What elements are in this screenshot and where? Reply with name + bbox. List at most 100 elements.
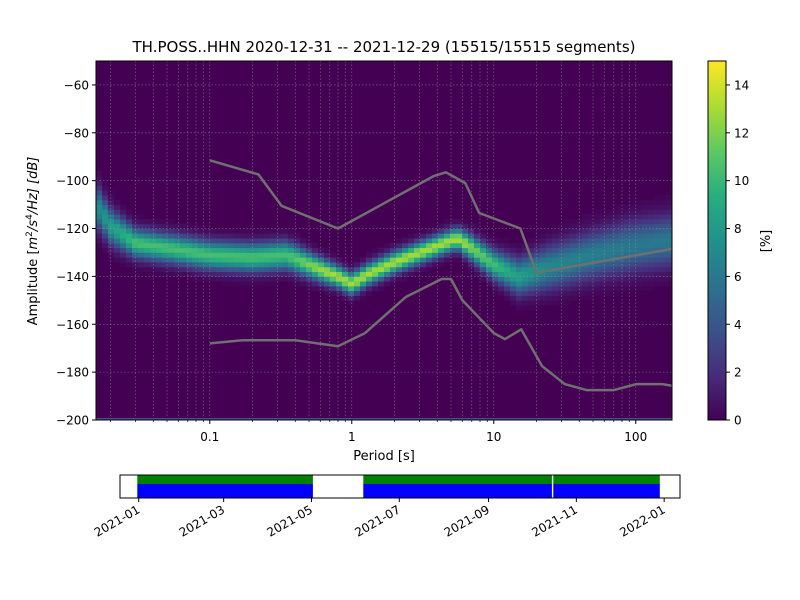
- heatmap-cell: [516, 300, 523, 306]
- heatmap-cell: [540, 285, 547, 292]
- heatmap-cell: [426, 262, 433, 268]
- heatmap-cell: [282, 276, 289, 282]
- heatmap-cell: [306, 242, 313, 249]
- heatmap-cell: [378, 266, 385, 273]
- heatmap-cell: [642, 204, 649, 210]
- heatmap-cell: [552, 271, 559, 277]
- heatmap-cell: [558, 252, 565, 258]
- heatmap-cell: [570, 271, 577, 277]
- heatmap-cell: [654, 276, 661, 282]
- heatmap-cell: [582, 238, 589, 244]
- heatmap-cell: [534, 276, 541, 282]
- heatmap-cell: [192, 242, 199, 249]
- heatmap-cell: [498, 276, 505, 282]
- heatmap-cell: [102, 180, 109, 186]
- heatmap-cell: [336, 290, 343, 296]
- heatmap-cell: [504, 271, 511, 277]
- heatmap-cell: [144, 242, 151, 249]
- heatmap-cell: [486, 266, 493, 273]
- heatmap-cell: [588, 281, 595, 287]
- y-tick-label: −100: [56, 174, 89, 188]
- heatmap-cell: [636, 223, 643, 229]
- heatmap-cell: [480, 252, 487, 258]
- heatmap-cell: [462, 228, 469, 234]
- heatmap-cell: [456, 252, 463, 258]
- heatmap-cell: [510, 300, 517, 306]
- heatmap-cell: [282, 271, 289, 277]
- heatmap-cell: [492, 257, 499, 263]
- heatmap-cell: [312, 276, 319, 282]
- heatmap-cell: [552, 276, 559, 282]
- heatmap-cell: [420, 228, 427, 234]
- heatmap-cell: [258, 271, 265, 277]
- heatmap-cell: [486, 276, 493, 282]
- heatmap-cell: [312, 285, 319, 292]
- heatmap-cell: [522, 266, 529, 273]
- y-label-sup1: 2: [25, 231, 35, 237]
- heatmap-cell: [174, 238, 181, 244]
- heatmap-cell: [516, 290, 523, 296]
- heatmap-cell: [480, 271, 487, 277]
- heatmap-cell: [324, 262, 331, 268]
- heatmap-cell: [348, 300, 355, 306]
- heatmap-cell: [168, 242, 175, 249]
- heatmap-cell: [276, 271, 283, 277]
- heatmap-cell: [174, 228, 181, 234]
- heatmap-cell: [102, 233, 109, 239]
- heatmap-cell: [102, 228, 109, 234]
- heatmap-cell: [252, 247, 259, 253]
- heatmap-cell: [210, 271, 217, 277]
- heatmap-cell: [120, 262, 127, 268]
- heatmap-cell: [552, 238, 559, 244]
- heatmap-cell: [582, 252, 589, 258]
- heatmap-cell: [474, 233, 481, 239]
- heatmap-cell: [522, 300, 529, 306]
- heatmap-cell: [462, 218, 469, 225]
- heatmap-cell: [492, 266, 499, 273]
- heatmap-cell: [624, 285, 631, 292]
- heatmap-cell: [312, 242, 319, 249]
- heatmap-cell: [558, 242, 565, 249]
- heatmap-cell: [618, 276, 625, 282]
- heatmap-cell: [282, 262, 289, 268]
- heatmap-cell: [504, 252, 511, 258]
- heatmap-cell: [576, 257, 583, 263]
- heatmap-cell: [450, 218, 457, 225]
- heatmap-cell: [300, 276, 307, 282]
- heatmap-cell: [126, 214, 133, 220]
- heatmap-cell: [666, 223, 672, 229]
- heatmap-cell: [666, 238, 672, 244]
- heatmap-cell: [630, 276, 637, 282]
- y-label-sup2: 4: [25, 214, 35, 220]
- heatmap-cell: [216, 238, 223, 244]
- heatmap-cell: [150, 242, 157, 249]
- heatmap-cell: [522, 247, 529, 253]
- heatmap-cell: [258, 252, 265, 258]
- heatmap-cell: [630, 223, 637, 229]
- heatmap-cell: [234, 252, 241, 258]
- heatmap-cell: [576, 228, 583, 234]
- heatmap-cell: [336, 281, 343, 287]
- heatmap-cell: [498, 281, 505, 287]
- heatmap-cell: [624, 218, 631, 225]
- heatmap-cell: [144, 262, 151, 268]
- heatmap-cell: [630, 199, 637, 205]
- heatmap-cell: [468, 247, 475, 253]
- heatmap-cell: [648, 233, 655, 239]
- heatmap-cell: [522, 257, 529, 263]
- heatmap-cell: [564, 257, 571, 263]
- heatmap-cell: [546, 257, 553, 263]
- heatmap-cell: [402, 252, 409, 258]
- heatmap-cell: [114, 218, 121, 225]
- heatmap-cell: [660, 195, 667, 201]
- heatmap-cell: [474, 266, 481, 273]
- heatmap-cell: [612, 204, 619, 210]
- heatmap-cell: [384, 257, 391, 263]
- heatmap-cell: [492, 285, 499, 292]
- heatmap-cell: [180, 262, 187, 268]
- heatmap-cell: [654, 262, 661, 268]
- heatmap-cell: [222, 252, 229, 258]
- heatmap-cell: [96, 223, 103, 229]
- heatmap-cell: [162, 262, 169, 268]
